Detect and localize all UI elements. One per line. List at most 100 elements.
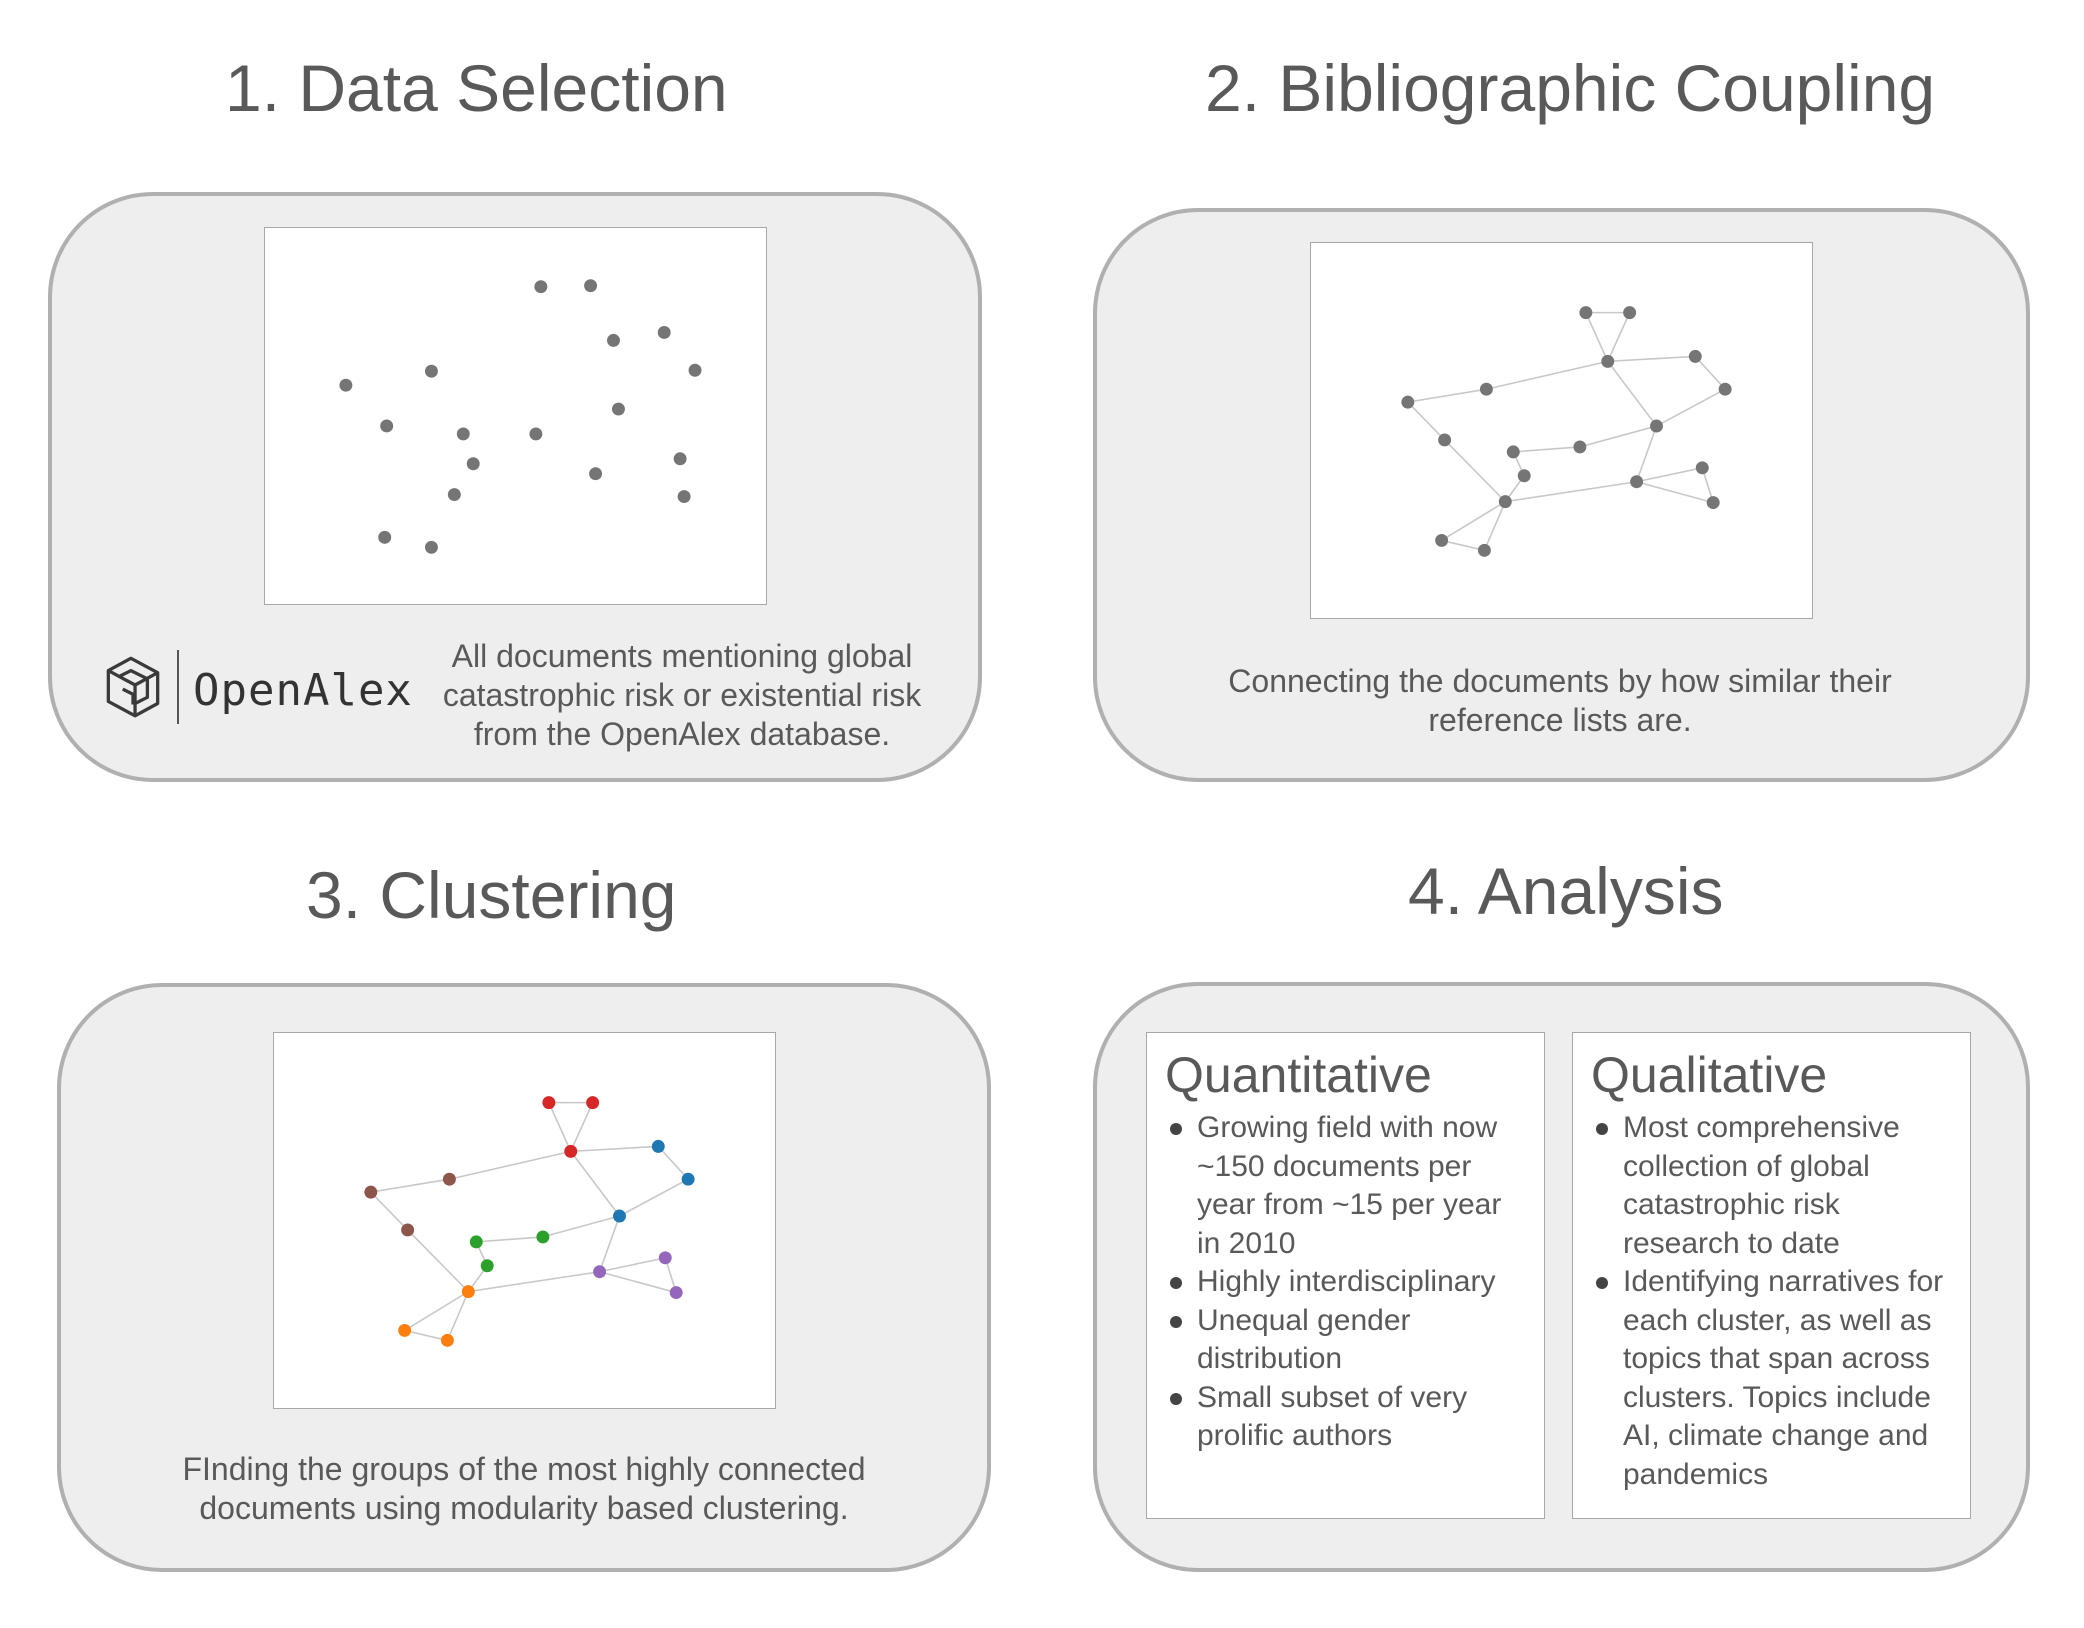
openalex-logo-icon [106,656,160,718]
cluster-node-orange [461,1285,475,1299]
network-edge [1607,312,1631,362]
document-node [424,364,438,378]
document-node [380,419,394,433]
document-node [1695,461,1709,475]
document-node [1650,419,1663,433]
network-edge [1407,401,1446,441]
document-node [611,402,625,416]
network-edge [1636,467,1703,483]
document-node [1630,475,1644,489]
data-selection-caption: All documents mentioning global catastro… [442,638,922,752]
document-node [677,490,691,504]
cluster-node-red [586,1096,600,1110]
cluster-node-orange [398,1323,412,1337]
cluster-frame [273,1032,776,1409]
document-node [1706,496,1720,510]
cluster-node-purple [669,1286,683,1300]
document-node [1498,495,1512,509]
network-edge [370,1178,450,1193]
quantitative-heading: Quantitative [1165,1047,1432,1103]
document-node [673,452,687,466]
document-node [1718,382,1732,396]
network-edge [1636,480,1714,504]
qualitative-box: Qualitative Most comprehensive collectio… [1572,1032,1971,1519]
network-edge [1483,501,1507,551]
list-item: Most comprehensive collection of global … [1591,1109,1958,1263]
cluster-node-red [564,1144,578,1158]
network-edge [1607,355,1696,363]
network-edge [449,1150,571,1180]
cluster-node-blue [613,1209,626,1223]
step-4-title: 4. Analysis [1408,854,1724,928]
document-node [1401,395,1415,409]
document-node [1573,440,1587,454]
clustering-caption: FInding the groups of the most highly co… [182,1451,866,1526]
document-node [424,540,438,554]
network-edge [570,1102,594,1152]
network-edge [619,1178,689,1217]
network-edge [542,1215,620,1238]
document-node [688,363,702,377]
document-node [1601,354,1615,368]
document-node [447,488,461,502]
network-edge [599,1270,677,1294]
scatter-frame [264,227,767,605]
network-edge [1694,355,1726,390]
document-node [1517,469,1531,483]
coupled-documents-network [1401,306,1732,557]
cluster-node-brown [401,1223,415,1237]
document-node [1479,382,1493,396]
list-item: Unequal gender distribution [1165,1302,1532,1379]
cluster-node-blue [651,1139,665,1153]
network-edge [468,1270,600,1293]
list-item: Identifying narratives for each cluster,… [1591,1263,1958,1494]
network-edge [404,1290,469,1332]
network-edge [548,1102,572,1152]
network-edge [1486,360,1608,390]
cluster-node-brown [364,1185,378,1199]
network-edge [1579,425,1657,448]
document-node [1688,349,1702,363]
document-node [339,378,353,392]
cluster-node-orange [440,1333,454,1347]
network-edge [570,1150,621,1217]
document-node [1579,306,1593,320]
document-node [456,427,470,441]
unconnected-documents-plot [339,279,702,554]
network-edge [1505,480,1637,503]
document-node [1438,433,1452,447]
network-edge [598,1215,621,1272]
network-edge [1513,446,1580,453]
list-item: Small subset of very prolific authors [1165,1379,1532,1456]
quantitative-box: Quantitative Growing field with now ~150… [1146,1032,1545,1519]
qualitative-heading: Qualitative [1591,1047,1828,1103]
logo-divider [177,650,179,724]
qualitative-list: Most comprehensive collection of global … [1591,1109,1958,1494]
document-node [529,427,543,441]
network-edge [1656,388,1726,427]
document-node [1623,306,1637,320]
document-node [1435,533,1449,547]
document-node [584,279,598,293]
network-edge [657,1145,689,1180]
network-edge [1585,312,1609,362]
cluster-node-blue [681,1172,695,1186]
network-edge [370,1191,409,1231]
cluster-node-green [536,1230,550,1244]
step-1-title: 1. Data Selection [225,51,728,125]
list-item: Highly interdisciplinary [1165,1263,1532,1302]
network-edge [1607,360,1658,427]
network-edge [1441,539,1485,552]
network-edge [407,1229,469,1293]
network-edge [1635,425,1658,482]
document-node [657,325,671,339]
document-node [607,333,620,347]
network-edge [446,1291,470,1341]
network-edge [599,1257,666,1273]
network-frame [1310,242,1813,619]
list-item: Growing field with now ~150 documents pe… [1165,1109,1532,1263]
bibliographic-coupling-caption: Connecting the documents by how similar … [1228,663,1892,738]
step-2-title: 2. Bibliographic Coupling [1205,51,1936,125]
network-edge [1441,500,1506,542]
cluster-node-brown [442,1172,456,1186]
